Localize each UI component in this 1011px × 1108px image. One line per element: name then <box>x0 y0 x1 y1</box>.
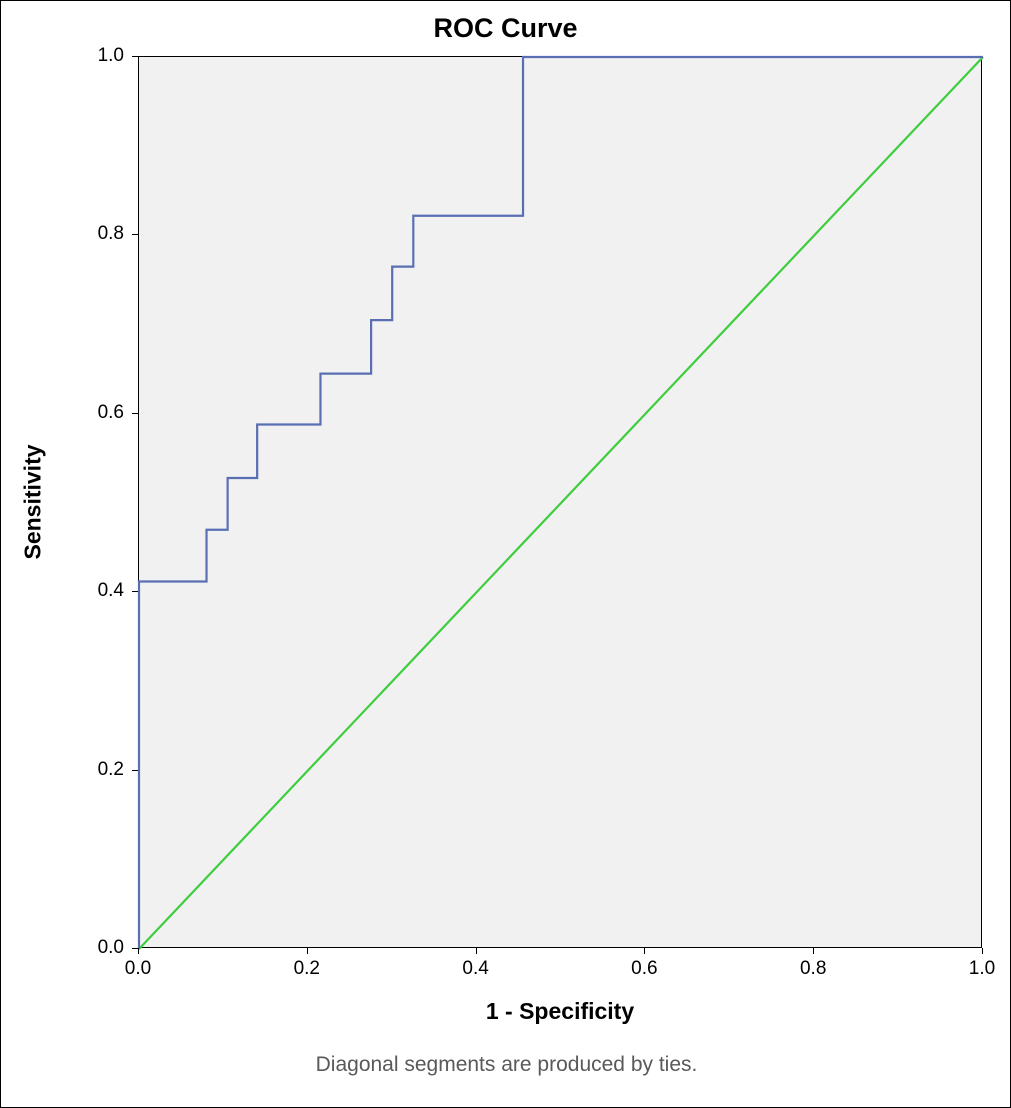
x-tick-mark <box>644 948 645 954</box>
plot-area <box>138 56 982 948</box>
chart-frame: ROC Curve Sensitivity 1 - Specificity 0.… <box>0 0 1011 1108</box>
x-tick-mark <box>476 948 477 954</box>
chart-title: ROC Curve <box>1 13 1010 44</box>
x-tick-mark <box>307 948 308 954</box>
y-tick-mark <box>132 234 138 235</box>
y-tick-label: 0.6 <box>98 402 124 424</box>
y-tick-mark <box>132 413 138 414</box>
x-tick-label: 0.6 <box>631 958 657 980</box>
x-tick-label: 0.2 <box>294 958 320 980</box>
x-tick-label: 0.4 <box>462 958 488 980</box>
y-tick-mark <box>132 948 138 949</box>
y-tick-label: 1.0 <box>98 45 124 67</box>
y-tick-label: 0.8 <box>98 223 124 245</box>
y-tick-label: 0.2 <box>98 759 124 781</box>
x-tick-mark <box>813 948 814 954</box>
y-tick-mark <box>132 591 138 592</box>
y-tick-mark <box>132 770 138 771</box>
y-tick-mark <box>132 56 138 57</box>
chart-caption: Diagonal segments are produced by ties. <box>1 1053 1011 1077</box>
y-tick-label: 0.4 <box>98 580 124 602</box>
x-axis-label: 1 - Specificity <box>138 998 982 1025</box>
y-tick-label: 0.0 <box>98 937 124 959</box>
x-tick-mark <box>138 948 139 954</box>
x-tick-mark <box>982 948 983 954</box>
plot-svg <box>139 57 983 949</box>
y-axis-label: Sensitivity <box>20 444 47 559</box>
x-tick-label: 0.8 <box>800 958 826 980</box>
x-tick-label: 1.0 <box>969 958 995 980</box>
diagonal-reference-line <box>139 57 983 949</box>
x-tick-label: 0.0 <box>125 958 151 980</box>
